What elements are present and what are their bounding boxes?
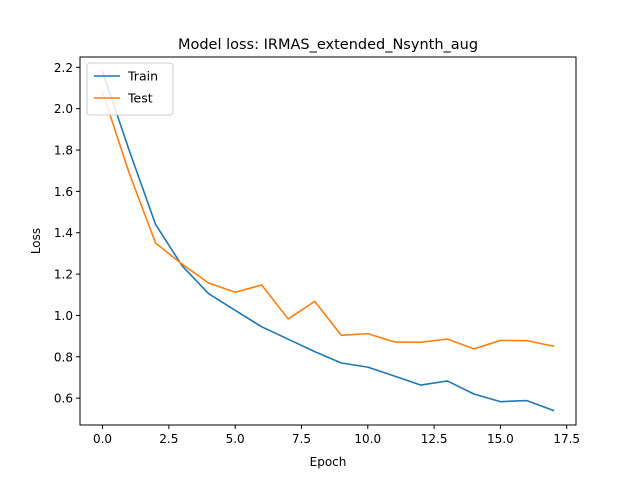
series-line-test <box>101 91 555 350</box>
x-tick-label: 5.0 <box>226 432 245 446</box>
y-tick-label: 2.0 <box>54 102 73 116</box>
x-tick-label: 2.5 <box>159 432 178 446</box>
legend: Train Test <box>86 62 174 116</box>
y-tick-label: 2.2 <box>54 61 73 75</box>
y-tick-label: 1.2 <box>54 268 73 282</box>
y-axis: 0.6 0.8 1.0 1.2 1.4 1.6 1.8 2.0 2.2 <box>54 61 80 406</box>
y-tick-label: 0.6 <box>54 392 73 406</box>
y-tick-label: 1.0 <box>54 309 73 323</box>
x-tick-label: 10.0 <box>354 432 381 446</box>
plot-frame <box>79 56 577 426</box>
x-tick-label: 0.0 <box>93 432 112 446</box>
y-tick-label: 1.6 <box>54 185 73 199</box>
x-tick-label: 7.5 <box>292 432 311 446</box>
y-tick-label: 0.8 <box>54 350 73 364</box>
chart-title: Model loss: IRMAS_extended_Nsynth_aug <box>178 37 478 53</box>
series-layer <box>101 70 555 412</box>
x-tick-label: 12.5 <box>421 432 448 446</box>
legend-label-train: Train <box>127 69 158 84</box>
y-tick-label: 1.4 <box>54 226 73 240</box>
x-tick-label: 15.0 <box>487 432 514 446</box>
series-line-train <box>101 70 555 412</box>
x-axis-label: Epoch <box>310 455 347 469</box>
x-tick-label: 17.5 <box>553 432 580 446</box>
y-tick-label: 1.8 <box>54 144 73 158</box>
x-axis: 0.0 2.5 5.0 7.5 10.0 12.5 15.0 17.5 <box>93 425 580 446</box>
legend-label-test: Test <box>127 91 153 106</box>
y-axis-label: Loss <box>29 228 43 254</box>
